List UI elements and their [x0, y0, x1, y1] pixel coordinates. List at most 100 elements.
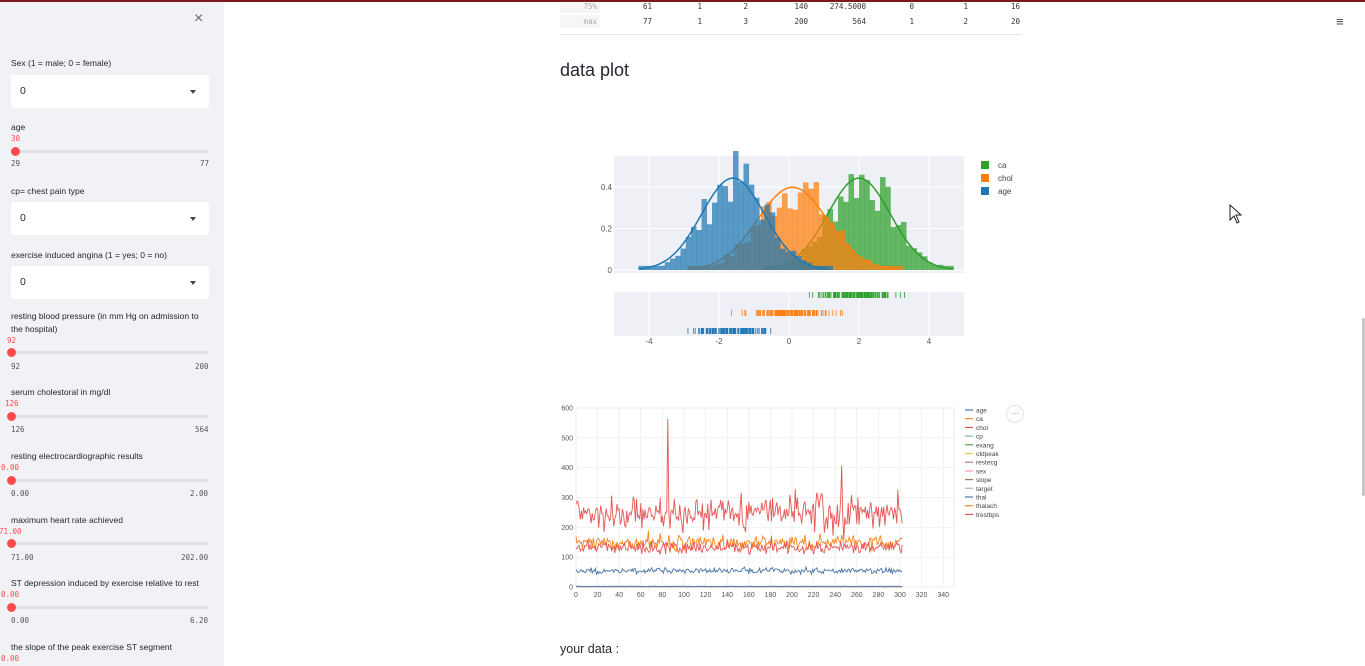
- thalach-slider-max: 202.00: [181, 553, 209, 562]
- histogram-bar-chol: [855, 255, 862, 270]
- histogram-bar-age: [649, 265, 655, 270]
- chevron-down-icon: [190, 281, 196, 285]
- histogram-bar-age: [769, 212, 776, 270]
- thalach-slider-min: 71.00: [11, 553, 34, 562]
- histogram-bar-age: [785, 251, 792, 270]
- legend-swatch-age: [981, 187, 989, 195]
- histogram-bar-age: [712, 202, 718, 270]
- legend-label-age: age: [998, 187, 1012, 196]
- x-tick-label: 60: [637, 592, 645, 599]
- histogram-bar-ca: [874, 210, 881, 270]
- histogram-bar-age: [738, 181, 744, 270]
- legend-label-sex: sex: [976, 468, 987, 475]
- table-cell: 200: [794, 17, 808, 26]
- table-cell: 2: [963, 17, 968, 26]
- x-tick-label: 240: [829, 592, 841, 599]
- oldpeak-slider-max: 6.20: [190, 616, 209, 625]
- x-tick-label: 220: [808, 592, 820, 599]
- trestbps-slider-min: 92: [11, 362, 21, 371]
- age-slider-track[interactable]: [11, 150, 209, 153]
- series-line-age: [575, 565, 903, 576]
- chevron-down-icon: [190, 217, 196, 221]
- legend-label-slope: slope: [976, 477, 992, 484]
- histogram-bar-chol: [829, 222, 835, 270]
- x-tick-label: 180: [765, 592, 777, 599]
- cp-select[interactable]: 0: [11, 202, 209, 235]
- series-line-thalach: [575, 530, 903, 552]
- restecg-slider-thumb[interactable]: [7, 476, 16, 485]
- table-row: max 77 1 3 200 564 1 2 20: [560, 15, 1022, 28]
- legend-label-thalach: thalach: [976, 503, 997, 510]
- distplot-chart[interactable]: 0 0.2 0.4 -4 -2 0 2 4 ca chol age: [560, 140, 1040, 360]
- legend-label-chol: chol: [976, 425, 988, 432]
- thalach-slider-track[interactable]: [11, 542, 209, 545]
- x-tick-label: 340: [937, 592, 949, 599]
- sex-select-value: 0: [20, 85, 26, 97]
- table-cell: 61: [642, 2, 652, 11]
- restecg-label: resting electrocardiographic results: [11, 451, 143, 461]
- section-title-data-plot: data plot: [560, 60, 630, 80]
- oldpeak-slider-min: 0.00: [11, 616, 30, 625]
- histogram-bar-chol: [871, 264, 877, 270]
- exang-select[interactable]: 0: [11, 266, 209, 299]
- slope-label: the slope of the peak exercise ST segmen…: [11, 642, 172, 652]
- chol-label: serum cholestoral in mg/dl: [11, 387, 111, 397]
- x-tick-label: 300: [894, 592, 906, 599]
- histogram-bar-age: [722, 186, 729, 270]
- exang-label: exercise induced angina (1 = yes; 0 = no…: [11, 250, 167, 260]
- legend-label-target: target: [976, 486, 993, 493]
- histogram-bar-chol: [860, 259, 867, 270]
- close-sidebar-button[interactable]: ×: [194, 10, 204, 27]
- legend-label-trestbps: trestbps: [976, 512, 1000, 519]
- oldpeak-slider-track[interactable]: [11, 606, 209, 609]
- histogram-bar-age: [727, 201, 734, 270]
- restecg-slider-max: 2.00: [190, 489, 209, 498]
- x-tick-label: 200: [786, 592, 798, 599]
- histogram-bar-ca: [922, 256, 928, 270]
- thalach-slider-thumb[interactable]: [7, 539, 16, 548]
- age-slider-thumb[interactable]: [11, 147, 20, 156]
- table-cell: 3: [743, 17, 748, 26]
- histogram-bar-age: [806, 262, 813, 270]
- trestbps-slider-track[interactable]: [11, 351, 209, 354]
- line-chart[interactable]: 0 20 40 60 80 100 120 140 160 180 200 220 240 260 280 3…: [556, 400, 1016, 605]
- histogram-bar-ca: [859, 174, 865, 270]
- x-tick-label: -2: [715, 337, 723, 346]
- table-cell: 1: [697, 2, 702, 11]
- scrollbar[interactable]: [1362, 318, 1365, 496]
- x-tick-label: 2: [857, 337, 862, 346]
- x-tick-label: 320: [916, 592, 928, 599]
- histogram-bar-ca: [848, 174, 855, 270]
- restecg-slider-track[interactable]: [11, 479, 209, 482]
- histogram-bar-ca: [885, 186, 891, 270]
- histogram-bar-chol: [866, 259, 872, 270]
- x-tick-label: 20: [594, 592, 602, 599]
- histogram-bar-age: [822, 265, 828, 270]
- histogram-bar-chol: [845, 243, 851, 270]
- sidebar: × Sex (1 = male; 0 = female) 0 age 30 29…: [0, 0, 224, 666]
- trestbps-slider-thumb[interactable]: [7, 348, 16, 357]
- histogram-bar-age: [654, 265, 660, 270]
- histogram-bar-age: [743, 163, 750, 270]
- age-slider-value: 30: [11, 134, 21, 143]
- kde-line-age: [638, 177, 828, 270]
- oldpeak-slider-thumb[interactable]: [7, 603, 16, 612]
- sex-select[interactable]: 0: [11, 75, 209, 108]
- chol-slider-thumb[interactable]: [7, 412, 16, 421]
- histogram-bar-chol: [792, 209, 799, 270]
- legend-label-ca: ca: [976, 416, 983, 423]
- y-tick-label: 300: [561, 495, 573, 502]
- histogram-bar-ca: [890, 226, 897, 270]
- y-tick-label: 600: [561, 406, 573, 413]
- table-cell: 564: [852, 17, 866, 26]
- histogram-bar-age: [811, 265, 818, 270]
- table-cell: 2: [743, 2, 748, 11]
- legend-label-cp: cp: [976, 434, 983, 441]
- table-cell: 16: [1010, 2, 1020, 11]
- table-cell: 77: [642, 17, 652, 26]
- section-title-your-data: your data :: [560, 642, 620, 656]
- chol-slider-track[interactable]: [11, 415, 209, 418]
- histogram-bar-age: [685, 236, 692, 270]
- more-options-button[interactable]: ⋯: [1006, 405, 1024, 423]
- hamburger-menu-icon[interactable]: ≡: [1336, 14, 1344, 29]
